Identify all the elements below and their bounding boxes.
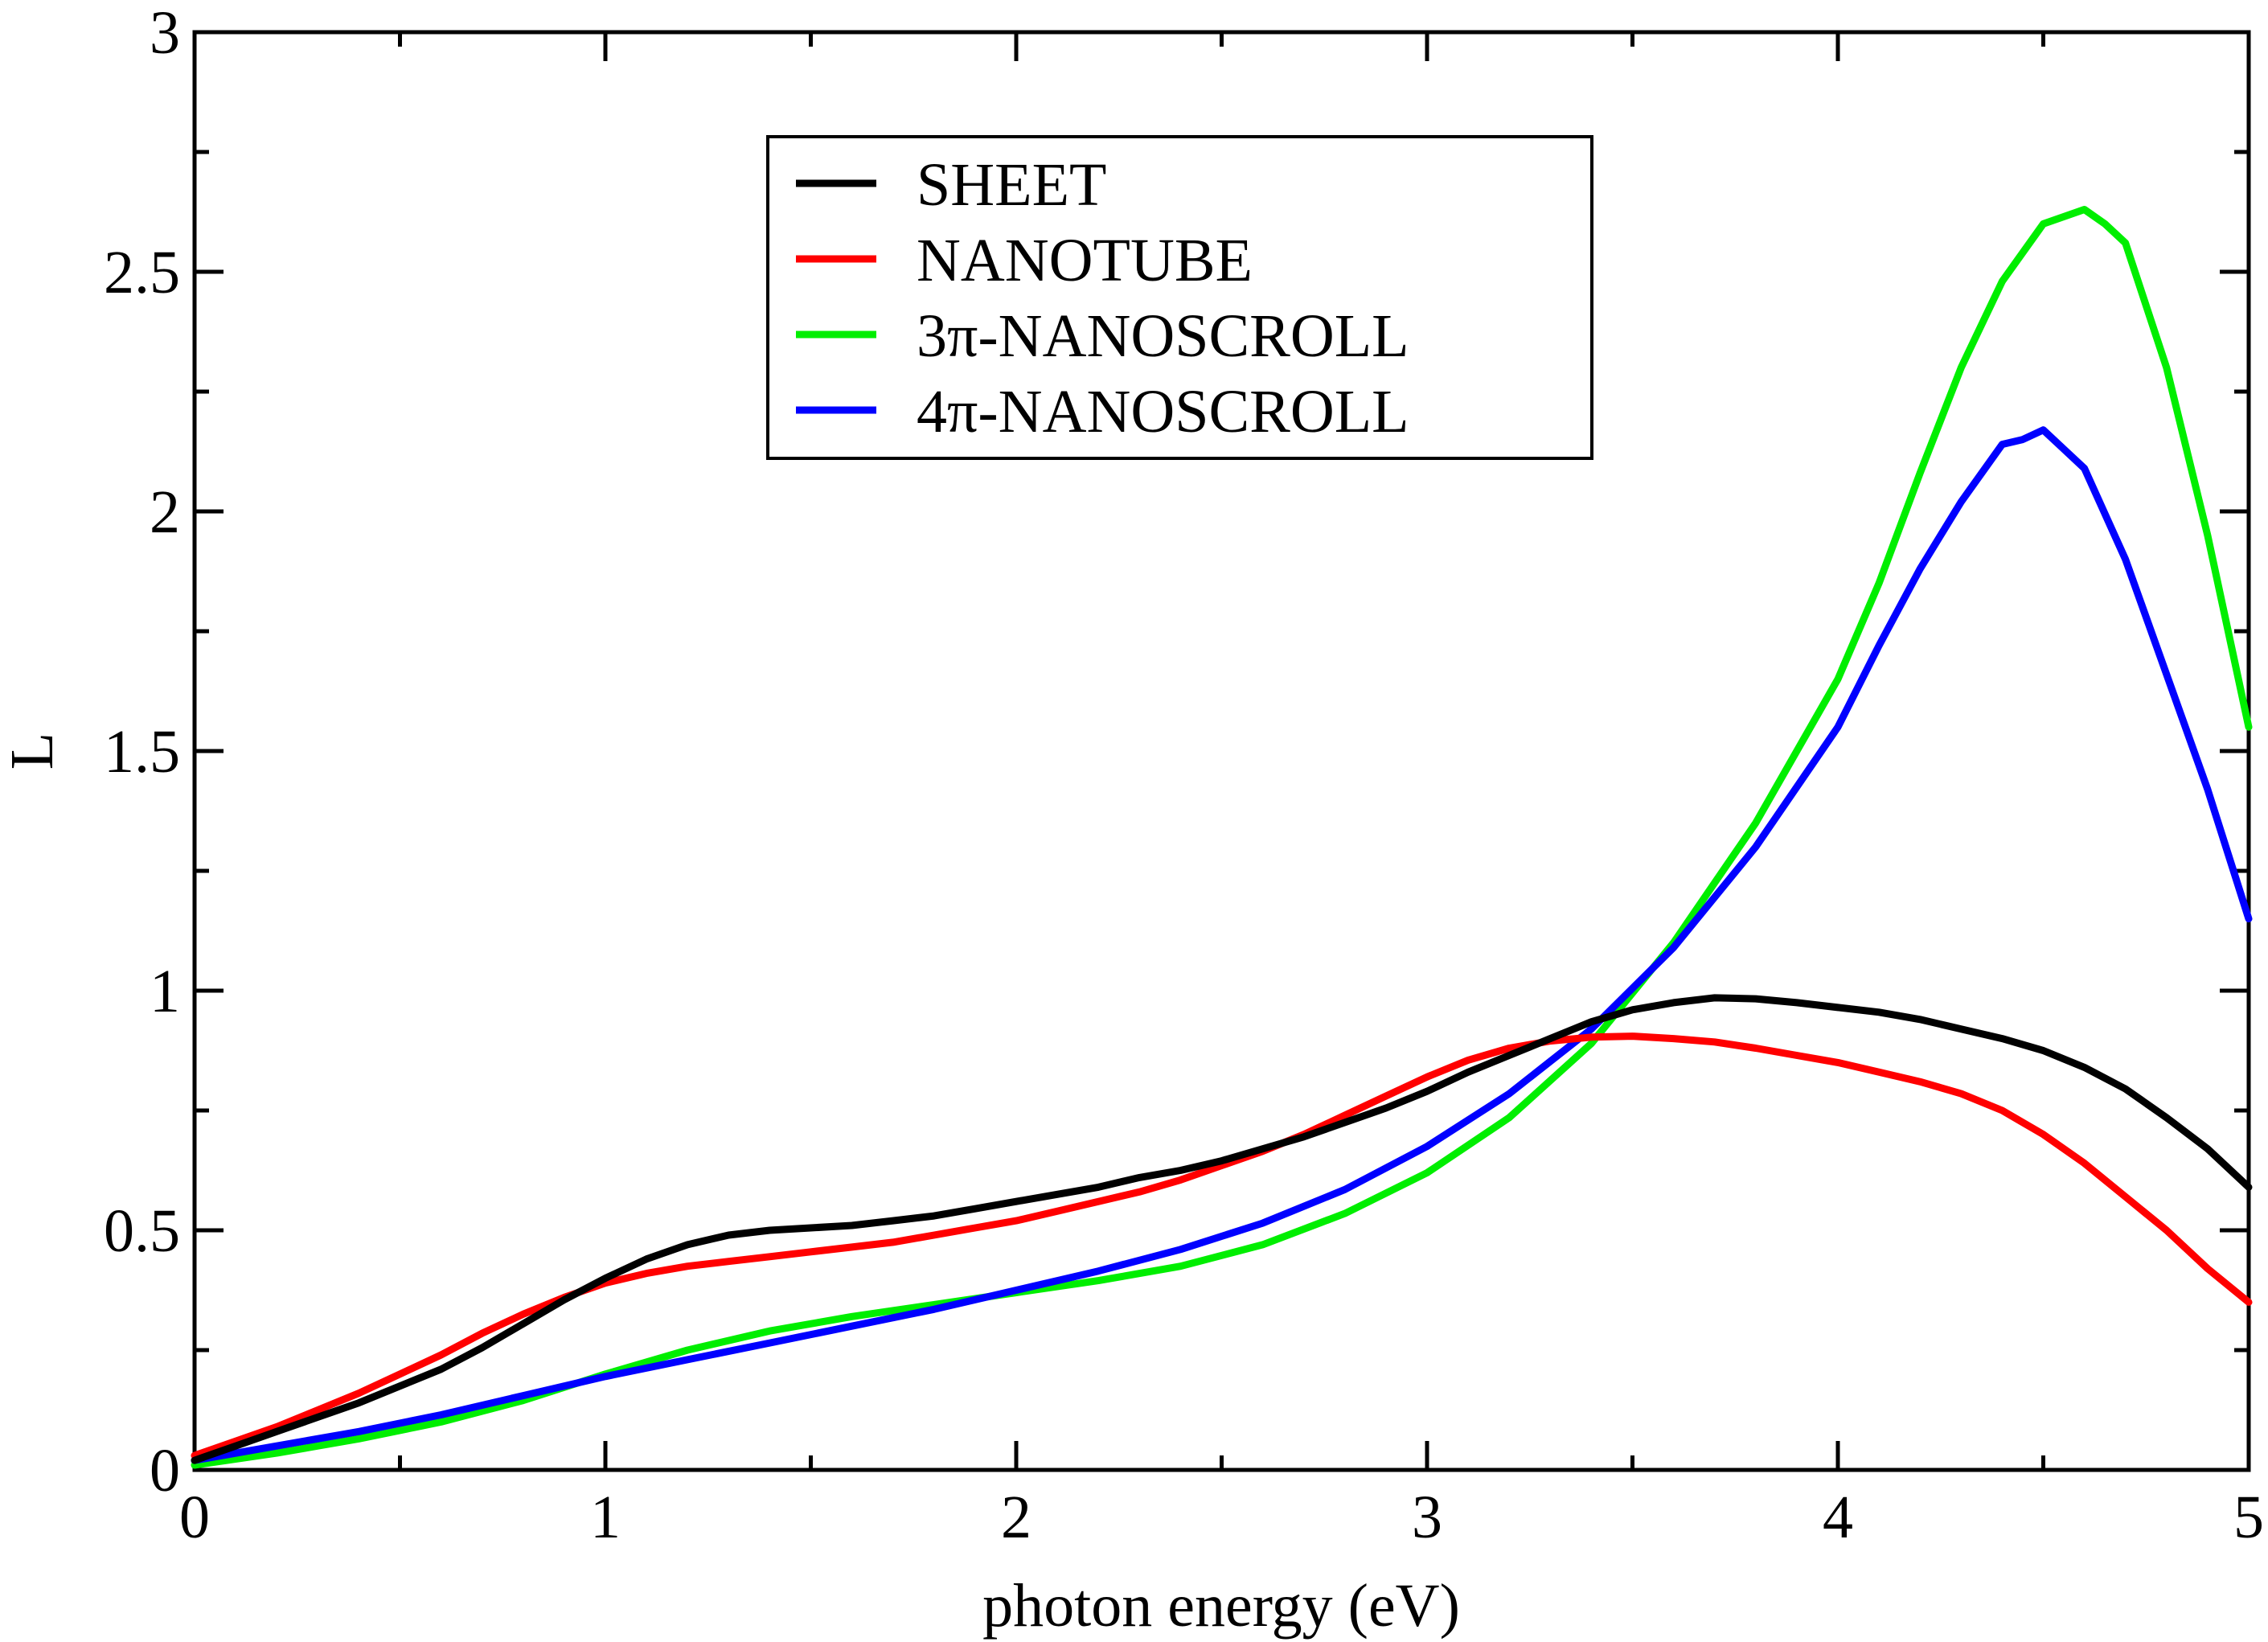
- x-tick-labels: 0 1 2 3 4 5: [179, 1484, 2264, 1551]
- x-axis-label: photon energy (eV): [982, 1572, 1460, 1640]
- x-tick-label: 3: [1412, 1484, 1442, 1551]
- y-tick-label: 0.5: [104, 1197, 180, 1265]
- y-tick-label: 3: [150, 0, 180, 67]
- legend-label-3-nanoscroll: 3π-NANOSCROLL: [917, 302, 1409, 370]
- legend-label-4-nanoscroll: 4π-NANOSCROLL: [917, 378, 1409, 445]
- y-tick-label: 2.5: [104, 239, 180, 306]
- x-tick-label: 5: [2233, 1484, 2264, 1551]
- y-tick-label: 2: [150, 478, 180, 546]
- y-tick-label: 0: [150, 1437, 180, 1504]
- y-tick-label: 1: [150, 958, 180, 1025]
- series-line-nanotube: [191, 1032, 2253, 1459]
- series-line-sheet: [191, 994, 2253, 1464]
- x-tick-label: 4: [1823, 1484, 1853, 1551]
- axis-ticks: [192, 30, 2251, 1472]
- y-tick-labels: 0 0.5 1 1.5 2 2.5 3: [104, 0, 180, 1504]
- legend-label-sheet: SHEET: [917, 151, 1106, 219]
- legend-label-nanotube: NANOTUBE: [917, 227, 1253, 294]
- series-line-4-nanoscroll: [191, 426, 2253, 1464]
- x-tick-label: 0: [179, 1484, 210, 1551]
- y-axis-label: L: [0, 733, 66, 770]
- series-lines: [191, 206, 2253, 1469]
- x-tick-label: 2: [1001, 1484, 1031, 1551]
- x-tick-label: 1: [590, 1484, 621, 1551]
- legend-box: [766, 135, 1593, 460]
- legend-entries: SHEET NANOTUBE 3π-NANOSCROLL 4π-NANOSCROLL: [796, 151, 1409, 445]
- y-tick-label: 1.5: [104, 718, 180, 786]
- legend: SHEET NANOTUBE 3π-NANOSCROLL 4π-NANOSCROLL: [766, 135, 1593, 460]
